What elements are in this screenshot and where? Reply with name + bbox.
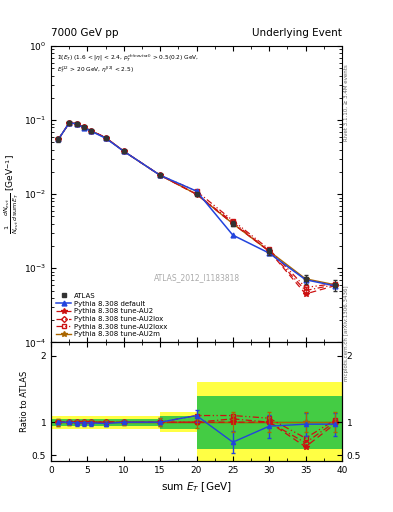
Text: $\Sigma(E_T)$ (1.6 < |$\eta$| < 2.4, $p_T^{ch(neutral)}$ > 0.5(0.2) GeV,
$E_T^{l: $\Sigma(E_T)$ (1.6 < |$\eta$| < 2.4, $p_… (57, 52, 199, 75)
Text: Underlying Event: Underlying Event (252, 28, 342, 38)
Y-axis label: $\frac{1}{N_{evt}}\frac{dN_{evt}}{d\,\mathrm{sum}\,E_T}$ [GeV$^{-1}$]: $\frac{1}{N_{evt}}\frac{dN_{evt}}{d\,\ma… (2, 154, 21, 234)
X-axis label: sum $E_T$ [GeV]: sum $E_T$ [GeV] (161, 480, 232, 494)
Legend: ATLAS, Pythia 8.308 default, Pythia 8.308 tune-AU2, Pythia 8.308 tune-AU2lox, Py: ATLAS, Pythia 8.308 default, Pythia 8.30… (55, 291, 169, 339)
Text: ATLAS_2012_I1183818: ATLAS_2012_I1183818 (153, 272, 240, 282)
Text: 7000 GeV pp: 7000 GeV pp (51, 28, 119, 38)
Y-axis label: Ratio to ATLAS: Ratio to ATLAS (20, 371, 29, 432)
Text: mcplots.cern.ch [arXiv:1306.3436]: mcplots.cern.ch [arXiv:1306.3436] (344, 285, 349, 380)
Text: Rivet 3.1.10, ≥ 3.4M events: Rivet 3.1.10, ≥ 3.4M events (344, 64, 349, 141)
